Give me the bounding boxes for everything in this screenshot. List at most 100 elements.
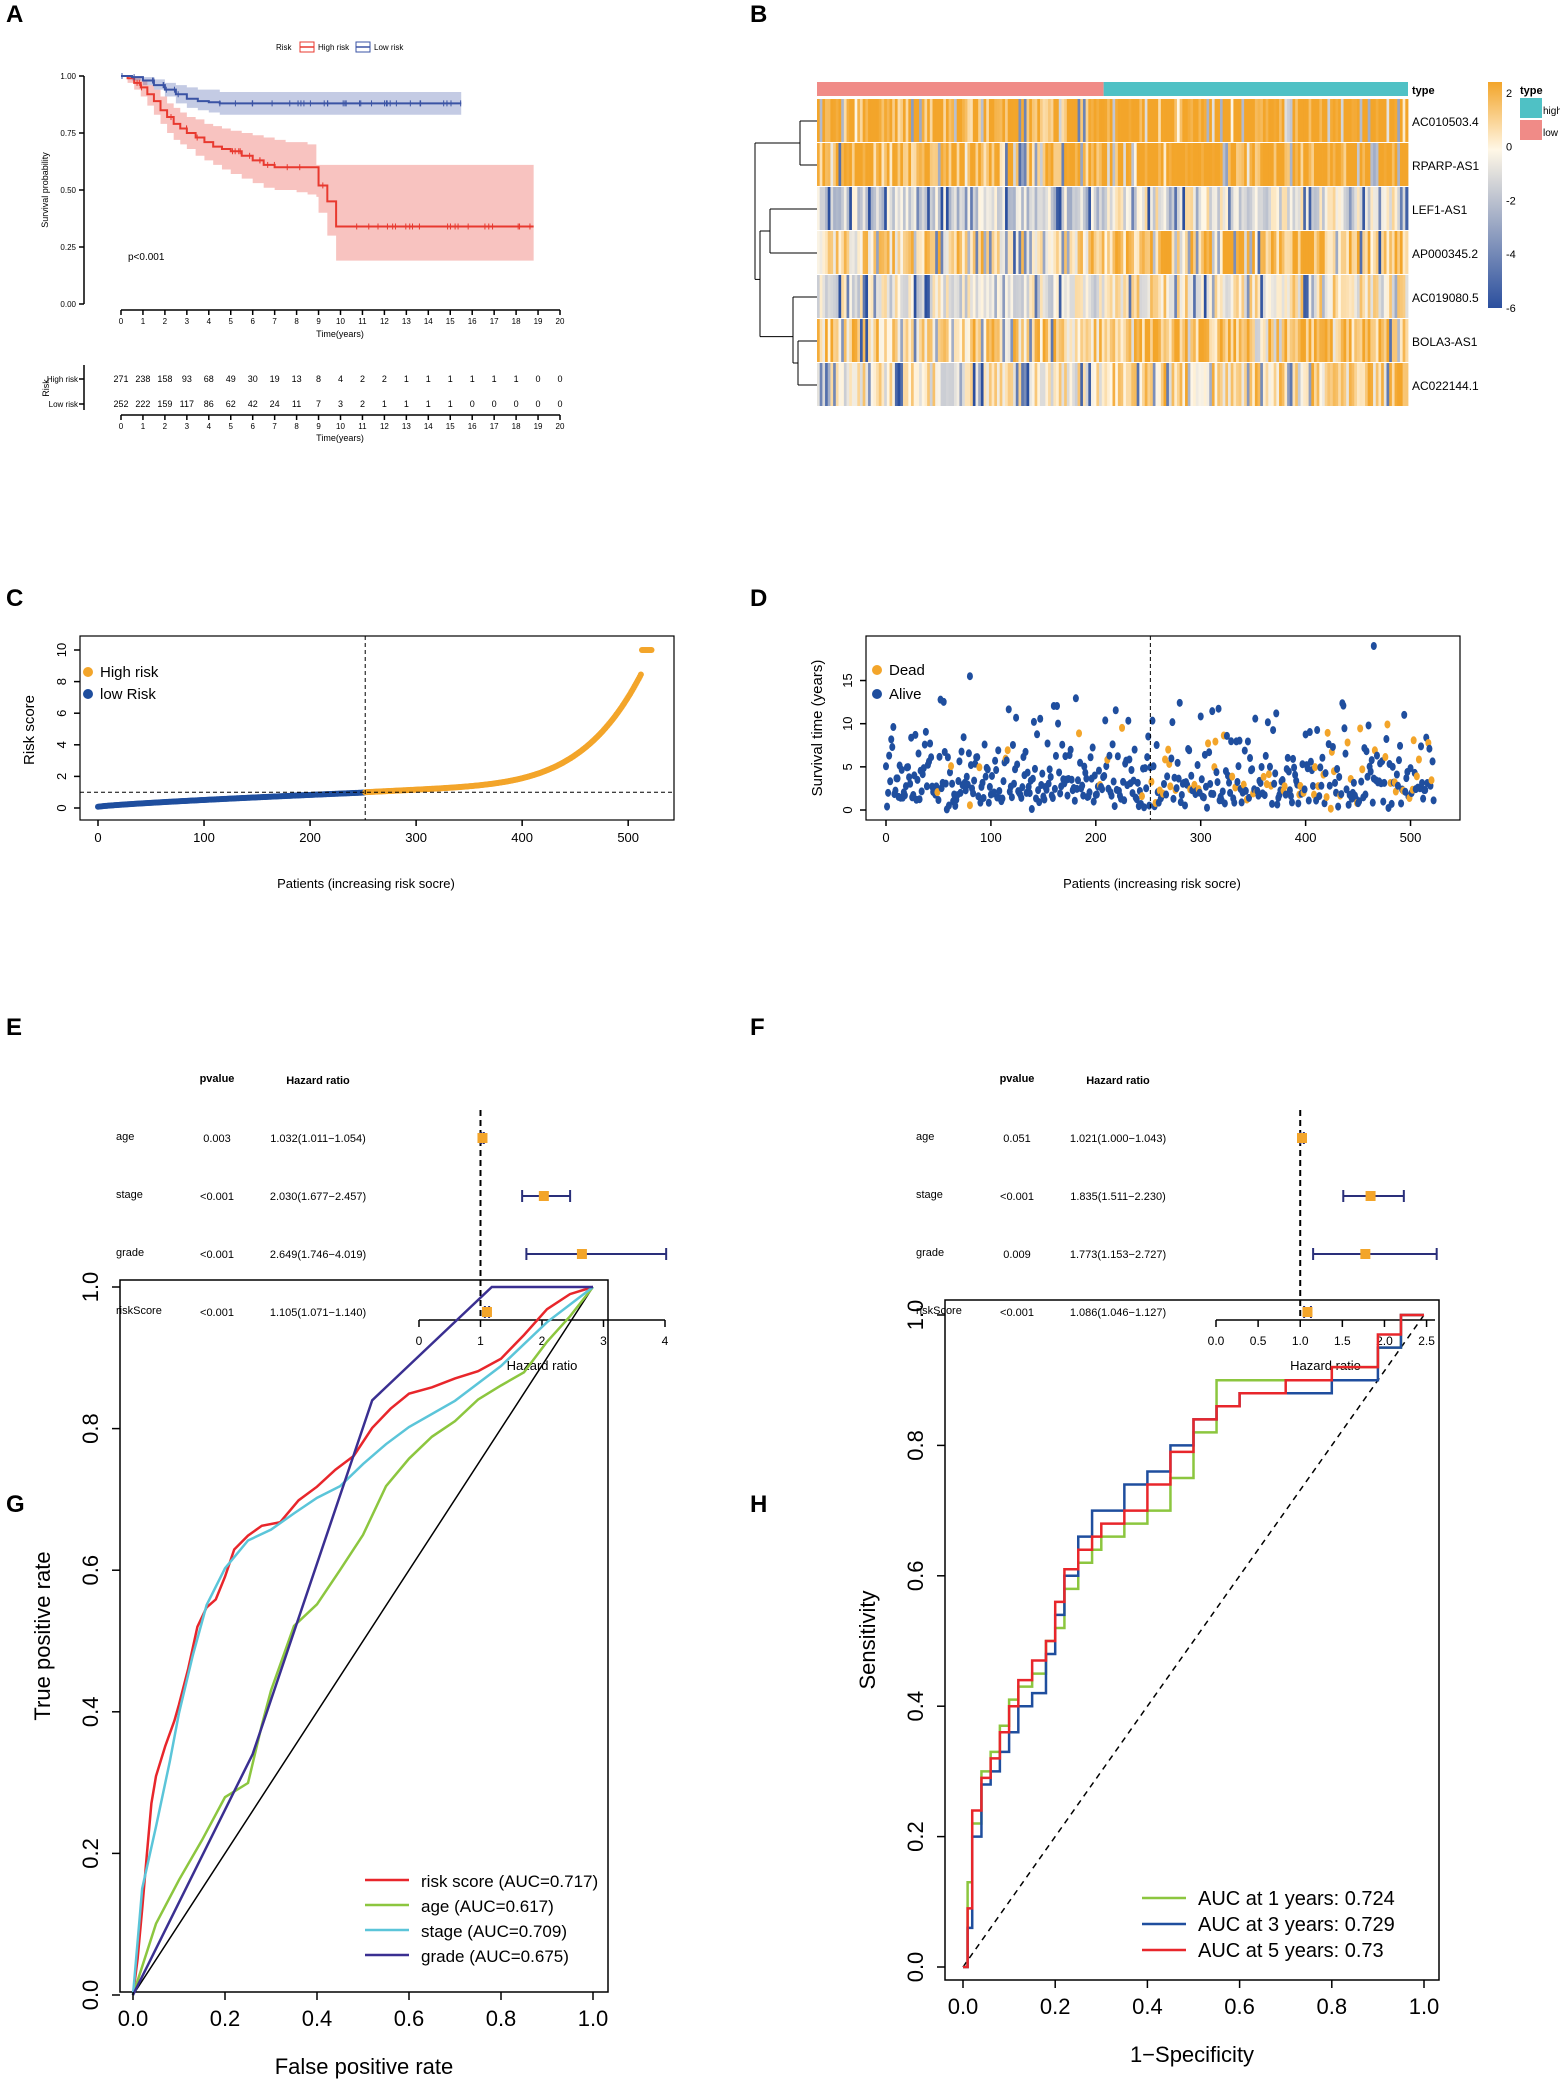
heatmap-cell xyxy=(1389,363,1392,406)
heatmap-cell xyxy=(1405,187,1408,230)
heatmap-cell xyxy=(1078,275,1081,318)
heatmap-cell xyxy=(1145,143,1148,186)
heatmap-cell xyxy=(1212,319,1215,362)
heatmap-cell xyxy=(1051,275,1054,318)
survival-point xyxy=(1142,764,1148,772)
legend-entry: AUC at 1 years: 0.724 xyxy=(1198,1888,1395,1910)
heatmap-cell xyxy=(1196,143,1199,186)
survival-point xyxy=(889,743,895,751)
survival-point xyxy=(1182,801,1188,809)
heatmap-cell xyxy=(900,319,903,362)
heatmap-cell xyxy=(1145,275,1148,318)
heatmap-cell xyxy=(1161,275,1164,318)
heatmap-cell xyxy=(1153,143,1156,186)
heatmap-cell xyxy=(984,319,987,362)
heatmap-cell xyxy=(1368,187,1371,230)
heatmap-cell xyxy=(1207,99,1210,142)
heatmap-cell xyxy=(857,363,860,406)
legend-marker xyxy=(872,689,882,699)
heatmap-cell xyxy=(1032,363,1035,406)
heatmap-cell xyxy=(849,319,852,362)
heatmap-cell xyxy=(1002,187,1005,230)
heatmap-cell xyxy=(1002,231,1005,274)
heatmap-cell xyxy=(906,187,909,230)
heatmap-cell xyxy=(1223,187,1226,230)
heatmap-cell xyxy=(1284,363,1287,406)
heatmap-cell xyxy=(1018,319,1021,362)
survival-point xyxy=(1179,791,1185,799)
heatmap-cell xyxy=(1207,275,1210,318)
heatmap-cell xyxy=(1190,187,1193,230)
heatmap-cell xyxy=(1338,231,1341,274)
heatmap-cell xyxy=(1247,143,1250,186)
heatmap-cell xyxy=(1282,187,1285,230)
heatmap-cell xyxy=(1403,143,1406,186)
heatmap-cell xyxy=(855,231,858,274)
heatmap-cell xyxy=(1134,275,1137,318)
heatmap-cell xyxy=(1129,143,1132,186)
heatmap-cell xyxy=(1322,143,1325,186)
heatmap-cell xyxy=(1169,187,1172,230)
survival-point xyxy=(1259,763,1265,771)
survival-point xyxy=(1106,752,1112,760)
heatmap-cell xyxy=(1161,363,1164,406)
panel-label-h: H xyxy=(750,1491,767,1518)
annotation-bar-high xyxy=(1104,82,1408,96)
heatmap-cell xyxy=(1303,99,1306,142)
survival-point xyxy=(1163,791,1169,799)
heatmap-cell xyxy=(938,143,941,186)
heatmap-cell xyxy=(1121,143,1124,186)
x-tick-label: 12 xyxy=(380,422,389,431)
heatmap-cell xyxy=(1204,143,1207,186)
heatmap-cell xyxy=(860,187,863,230)
heatmap-cell xyxy=(919,319,922,362)
heatmap-cell xyxy=(1121,319,1124,362)
heatmap-cell xyxy=(1104,231,1107,274)
color-bar xyxy=(1488,82,1502,308)
heatmap-cell xyxy=(1352,187,1355,230)
legend-entry: AUC at 3 years: 0.729 xyxy=(1198,1914,1395,1936)
survival-point xyxy=(1164,772,1170,780)
y-tick-label: 1.0 xyxy=(78,1272,103,1303)
heatmap-cell xyxy=(1053,231,1056,274)
heatmap-cell xyxy=(1266,275,1269,318)
heatmap-cell xyxy=(1400,363,1403,406)
survival-point xyxy=(985,765,991,773)
heatmap-cell xyxy=(1376,187,1379,230)
heatmap-cell xyxy=(1164,363,1167,406)
heatmap-cell xyxy=(1018,143,1021,186)
heatmap-cell xyxy=(930,231,933,274)
heatmap-cell xyxy=(1255,319,1258,362)
heatmap-cell xyxy=(1276,319,1279,362)
survival-point xyxy=(1345,739,1351,747)
heatmap-cell xyxy=(1314,319,1317,362)
heatmap-cell xyxy=(1335,363,1338,406)
heatmap-cell xyxy=(1137,275,1140,318)
heatmap-cell xyxy=(868,319,871,362)
heatmap-cell xyxy=(1180,363,1183,406)
x-tick-label: 19 xyxy=(534,317,543,326)
heatmap-cell xyxy=(978,143,981,186)
survival-point xyxy=(993,766,999,774)
heatmap-cell xyxy=(1376,231,1379,274)
heatmap-cell xyxy=(892,319,895,362)
heatmap-cell xyxy=(1223,363,1226,406)
heatmap-cell xyxy=(1064,143,1067,186)
heatmap-cell xyxy=(884,143,887,186)
risk-count: 0 xyxy=(557,374,562,384)
heatmap-cell xyxy=(876,363,879,406)
x-tick-label: 0.2 xyxy=(1040,1994,1071,2019)
heatmap-cell xyxy=(873,231,876,274)
heatmap-cell xyxy=(1354,99,1357,142)
heatmap-cell xyxy=(943,231,946,274)
survival-point xyxy=(1307,728,1313,736)
heatmap-cell xyxy=(1169,275,1172,318)
heatmap-cell xyxy=(949,143,952,186)
heatmap-cell xyxy=(1325,231,1328,274)
heatmap-cell xyxy=(903,275,906,318)
heatmap-cell xyxy=(868,143,871,186)
heatmap-cell xyxy=(1086,99,1089,142)
heatmap-cell xyxy=(1397,143,1400,186)
survival-point xyxy=(1128,766,1134,774)
heatmap-cell xyxy=(962,319,965,362)
